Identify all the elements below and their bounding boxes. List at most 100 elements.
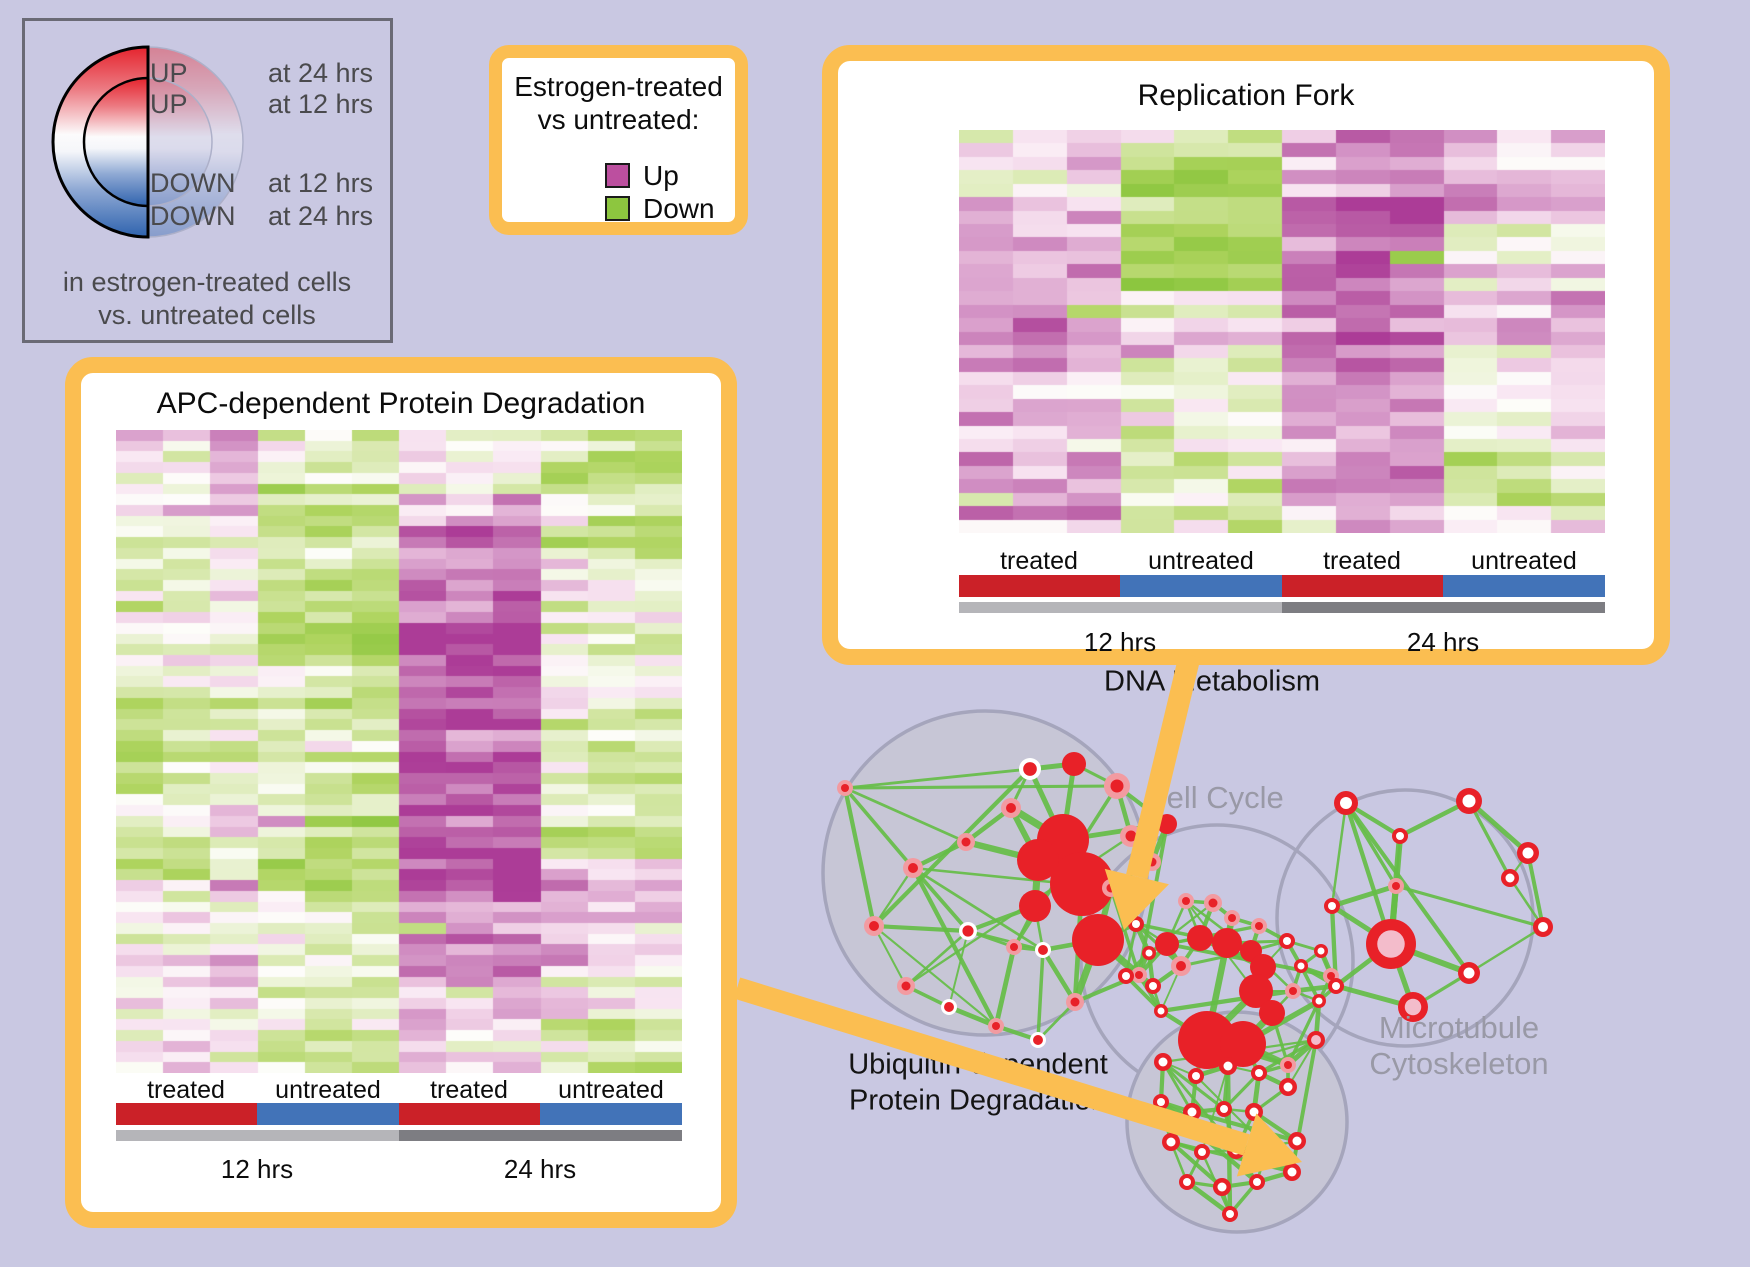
updown-row-dir: UP xyxy=(150,89,188,119)
group-label: treated xyxy=(147,1076,225,1104)
network-node-core xyxy=(1327,972,1335,980)
network-node-core xyxy=(1033,1035,1043,1045)
network-edge xyxy=(871,923,971,934)
updown-row-dir: DOWN xyxy=(150,201,235,231)
network-node-core xyxy=(1284,1061,1292,1069)
network-node-core xyxy=(1538,922,1548,932)
network-node-core xyxy=(1377,930,1405,958)
network-edge xyxy=(843,784,1119,790)
network-node-core xyxy=(1157,1007,1165,1015)
network-node xyxy=(1187,925,1213,951)
network-node-core xyxy=(1228,914,1236,922)
network-node-core xyxy=(1315,997,1323,1005)
network-edge xyxy=(843,767,1032,790)
network-node-core xyxy=(901,981,911,991)
network-node-core xyxy=(1340,797,1352,809)
updown-row-time: at 24 hrs xyxy=(268,201,373,231)
cluster-label-ubi: Ubiquitin-dependent xyxy=(848,1049,1108,1081)
network-node-core xyxy=(1023,762,1037,776)
network-node-core xyxy=(1317,947,1325,955)
bottom-white-strip xyxy=(0,1267,1750,1279)
estrogen-legend-title-line2: vs untreated: xyxy=(537,104,700,135)
network-node-core xyxy=(1396,832,1404,840)
network-node-core xyxy=(944,1002,954,1012)
estrogen-legend: Estrogen-treated vs untreated: Up Down xyxy=(489,45,748,235)
ring-left-half xyxy=(51,45,150,239)
replication-fork-heatmap xyxy=(959,130,1605,533)
down-swatch xyxy=(605,196,630,221)
network-node-core xyxy=(1217,1182,1227,1192)
network-node-core xyxy=(1392,882,1400,890)
network-edge xyxy=(872,924,908,988)
replication-fork-title: Replication Fork xyxy=(1137,79,1355,112)
network-edge xyxy=(904,929,970,988)
network-edge xyxy=(843,786,968,844)
network-node-core xyxy=(841,784,849,792)
network-node-core xyxy=(1158,1057,1168,1067)
up-swatch xyxy=(605,163,630,188)
network-node-core xyxy=(1255,922,1263,930)
network-node-core xyxy=(1311,1035,1321,1045)
estrogen-legend-title-line1: Estrogen-treated xyxy=(514,71,723,102)
updown-row-time: at 12 hrs xyxy=(268,89,373,119)
network-node-core xyxy=(1145,949,1153,957)
network-node-core xyxy=(962,925,974,937)
network-node-core xyxy=(1255,1069,1263,1077)
network-edge xyxy=(1467,799,1512,880)
untreated-bar xyxy=(257,1103,399,1125)
cluster-circle-micro xyxy=(1275,788,1535,1048)
network-node-core xyxy=(908,863,918,873)
group-label: untreated xyxy=(1471,547,1577,575)
hrs-24-label: 24 hrs xyxy=(1406,627,1480,657)
updown-footer-line1: in estrogen-treated cells xyxy=(63,267,351,297)
cluster-label-cc: Cell Cycle xyxy=(1144,780,1284,815)
network-node-core xyxy=(1505,873,1515,883)
network-node-core xyxy=(961,837,971,847)
legend-item-down: Down xyxy=(605,192,715,225)
network-node-core xyxy=(1010,943,1018,951)
network-edge xyxy=(842,785,877,929)
hrs-12-label: 12 hrs xyxy=(220,1154,294,1184)
hrs-24-bar xyxy=(399,1130,682,1141)
network-node-core xyxy=(1253,1178,1261,1186)
group-label: treated xyxy=(1323,547,1401,575)
down-label: Down xyxy=(643,192,715,224)
network-node xyxy=(1155,932,1179,956)
network-edge xyxy=(1124,922,1138,978)
treated-bar xyxy=(116,1103,257,1125)
hrs-12-bar xyxy=(116,1130,399,1141)
network-node-core xyxy=(1332,982,1340,990)
hrs-12-bar xyxy=(959,602,1282,613)
network-edge xyxy=(1467,925,1545,975)
network-node-core xyxy=(1522,847,1534,859)
hrs-24-label: 24 hrs xyxy=(503,1154,577,1184)
network-node-core xyxy=(1198,1148,1206,1156)
network-edge xyxy=(843,786,915,870)
apc-panel: APC-dependent Protein Degradation treate… xyxy=(65,357,737,1228)
network-node-core xyxy=(1463,967,1475,979)
network-node-core xyxy=(1223,1061,1233,1071)
network-node-core xyxy=(1147,857,1157,867)
network-node-core xyxy=(1125,830,1137,842)
updown-row-dir: DOWN xyxy=(150,168,235,198)
network-node xyxy=(1072,914,1124,966)
network-node-core xyxy=(1249,1107,1259,1117)
network-node-core xyxy=(1183,1178,1191,1186)
group-label: untreated xyxy=(558,1076,664,1104)
network-node-core xyxy=(1462,794,1476,808)
network-node-core xyxy=(1283,937,1291,945)
network-edge xyxy=(872,866,915,928)
cluster-label-micro: Microtubule xyxy=(1379,1010,1539,1045)
replication-fork-panel: Replication Fork treated untreated treat… xyxy=(822,45,1670,665)
network-node-core xyxy=(1287,1167,1297,1177)
network-node-core xyxy=(1192,1072,1200,1080)
updown-footer-line2: vs. untreated cells xyxy=(98,300,316,330)
network-node-core xyxy=(992,1022,1000,1030)
updown-ring-legend: UP at 24 hrs UP at 12 hrs DOWN at 12 hrs… xyxy=(22,18,393,343)
network-node-core xyxy=(1404,998,1422,1016)
treated-bar xyxy=(959,575,1120,597)
group-label: treated xyxy=(430,1076,508,1104)
treated-bar xyxy=(1282,575,1443,597)
network-node-core xyxy=(1038,945,1048,955)
